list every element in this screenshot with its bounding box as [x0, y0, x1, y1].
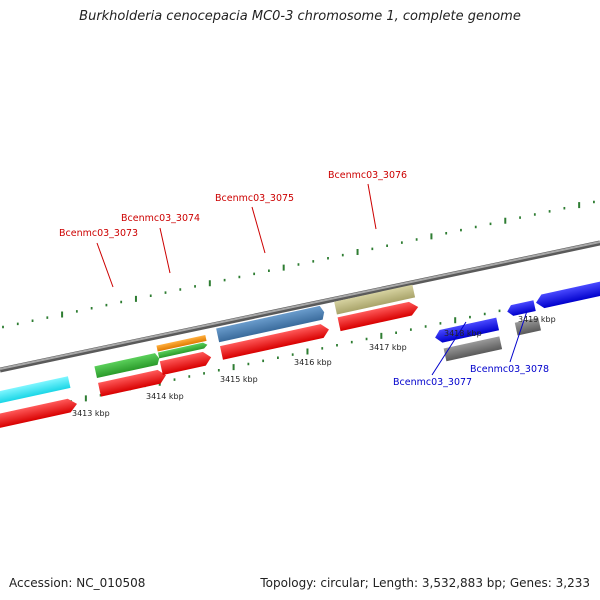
- cds-arrow-partial[interactable]: [0, 397, 79, 431]
- cds-arrow-3078[interactable]: [514, 317, 541, 336]
- gene-arrow-partial-right[interactable]: [535, 272, 600, 310]
- cds-arrow-3073[interactable]: [98, 368, 167, 397]
- gene-label-3077[interactable]: Bcenmc03_3077: [393, 377, 472, 388]
- gene-label-3075[interactable]: Bcenmc03_3075: [215, 193, 294, 204]
- map-title: Burkholderia cenocepacia MC0-3 chromosom…: [79, 9, 521, 24]
- gene-arrow-3076[interactable]: [334, 284, 416, 315]
- topology-label: Topology: circular; Length: 3,532,883 bp…: [260, 576, 590, 590]
- cds-arrow-3077[interactable]: [443, 336, 503, 362]
- gene-label-3074[interactable]: Bcenmc03_3074: [121, 213, 200, 224]
- cds-arrow-3075[interactable]: [219, 323, 330, 360]
- cds-arrow-3074[interactable]: [159, 350, 213, 375]
- upper-tick-ring: [2, 200, 595, 329]
- gene-arrow-cyan[interactable]: [0, 376, 71, 408]
- tick-label-3419: 3419 kbp: [518, 315, 556, 324]
- tick-label-3418: 3418 kbp: [444, 329, 482, 338]
- gene-arrow-3075[interactable]: [216, 305, 325, 343]
- tick-label-3414: 3414 kbp: [146, 392, 184, 401]
- gene-arrow-3073[interactable]: [94, 352, 160, 379]
- tick-label-3415: 3415 kbp: [220, 375, 258, 384]
- tick-label-3417: 3417 kbp: [369, 343, 407, 352]
- gene-label-3076[interactable]: Bcenmc03_3076: [328, 170, 407, 181]
- gene-arrow-3078[interactable]: [506, 300, 536, 317]
- gene-arrow-3074[interactable]: [157, 342, 208, 359]
- accession-label: Accession: NC_010508: [9, 576, 146, 590]
- gene-label-3078[interactable]: Bcenmc03_3078: [470, 364, 549, 375]
- gene-arrow-3077[interactable]: [434, 317, 500, 344]
- cds-arrow-3076[interactable]: [337, 300, 420, 332]
- tick-label-3416: 3416 kbp: [294, 358, 332, 367]
- label-leaders: [96, 183, 528, 376]
- tick-label-3413: 3413 kbp: [72, 409, 110, 418]
- gene-arrow-3074-orange[interactable]: [156, 334, 207, 352]
- gene-label-3073[interactable]: Bcenmc03_3073: [59, 228, 138, 239]
